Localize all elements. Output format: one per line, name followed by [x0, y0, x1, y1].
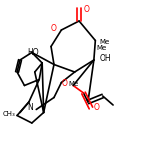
Text: HO: HO — [28, 48, 39, 57]
Text: O: O — [94, 103, 100, 112]
Text: OH: OH — [100, 54, 111, 63]
Text: Me: Me — [97, 45, 107, 51]
Text: CH₃: CH₃ — [3, 111, 16, 117]
Text: O: O — [61, 80, 67, 88]
Text: N: N — [27, 103, 33, 112]
Text: O: O — [84, 4, 89, 14]
Text: Me: Me — [68, 81, 78, 87]
Text: O: O — [51, 24, 57, 33]
Text: Me: Me — [100, 39, 110, 45]
